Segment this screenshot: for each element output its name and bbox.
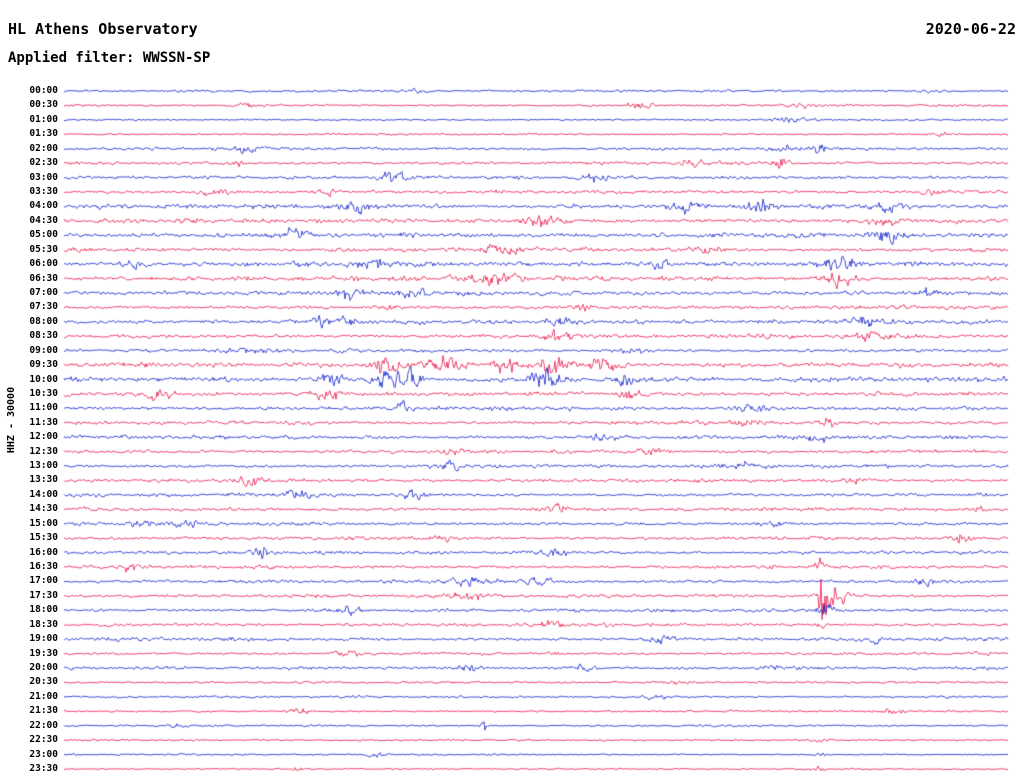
- row-time-label: 18:00: [29, 604, 58, 616]
- row-time-label: 00:30: [29, 99, 58, 111]
- row-time-label: 19:00: [29, 633, 58, 645]
- row-time-label: 17:00: [29, 575, 58, 587]
- row-time-label: 10:30: [29, 387, 58, 399]
- row-time-label: 07:30: [29, 301, 58, 313]
- row-time-label: 15:30: [29, 532, 58, 544]
- row-time-label: 05:30: [29, 243, 58, 255]
- row-time-label: 21:30: [29, 705, 58, 717]
- row-time-label: 04:30: [29, 214, 58, 226]
- row-time-label: 02:30: [29, 157, 58, 169]
- row-time-label: 03:30: [29, 185, 58, 197]
- row-time-label: 12:00: [29, 431, 58, 443]
- row-time-label: 21:00: [29, 690, 58, 702]
- row-time-label: 02:00: [29, 142, 58, 154]
- row-time-label: 19:30: [29, 647, 58, 659]
- row-time-label: 13:30: [29, 474, 58, 486]
- row-time-label: 00:00: [29, 85, 58, 96]
- row-time-label: 20:00: [29, 662, 58, 674]
- row-time-label: 22:30: [29, 734, 58, 746]
- row-time-label: 05:00: [29, 229, 58, 241]
- row-time-label: 06:30: [29, 272, 58, 284]
- row-time-label: 14:00: [29, 488, 58, 500]
- station-title: HL Athens Observatory: [8, 20, 198, 38]
- plot-date: 2020-06-22: [925, 20, 1016, 38]
- row-time-label: 03:00: [29, 171, 58, 183]
- row-time-label: 10:00: [29, 373, 58, 385]
- applied-filter-label: Applied filter: WWSSN-SP: [8, 50, 211, 66]
- row-time-label: 23:30: [29, 763, 58, 774]
- row-time-label: 08:30: [29, 330, 58, 342]
- row-time-label: 12:30: [29, 445, 58, 457]
- row-time-label: 08:00: [29, 315, 58, 327]
- row-time-label: 14:30: [29, 503, 58, 515]
- row-time-label: 15:00: [29, 517, 58, 529]
- row-time-label: 01:30: [29, 128, 58, 140]
- row-time-label: 07:00: [29, 286, 58, 298]
- row-time-label: 20:30: [29, 676, 58, 688]
- row-time-label: 04:00: [29, 200, 58, 212]
- row-time-label: 06:00: [29, 258, 58, 270]
- row-time-label: 16:30: [29, 561, 58, 573]
- row-time-label: 09:00: [29, 344, 58, 356]
- row-time-label: 11:00: [29, 402, 58, 414]
- row-time-label: 23:00: [29, 748, 58, 760]
- row-time-label: 22:00: [29, 719, 58, 731]
- row-time-label: 09:30: [29, 359, 58, 371]
- row-time-label: 17:30: [29, 589, 58, 601]
- row-time-label: 16:00: [29, 546, 58, 558]
- row-time-label: 11:30: [29, 416, 58, 428]
- row-time-label: 13:00: [29, 460, 58, 472]
- row-time-label: 01:00: [29, 113, 58, 125]
- row-time-label: 18:30: [29, 618, 58, 630]
